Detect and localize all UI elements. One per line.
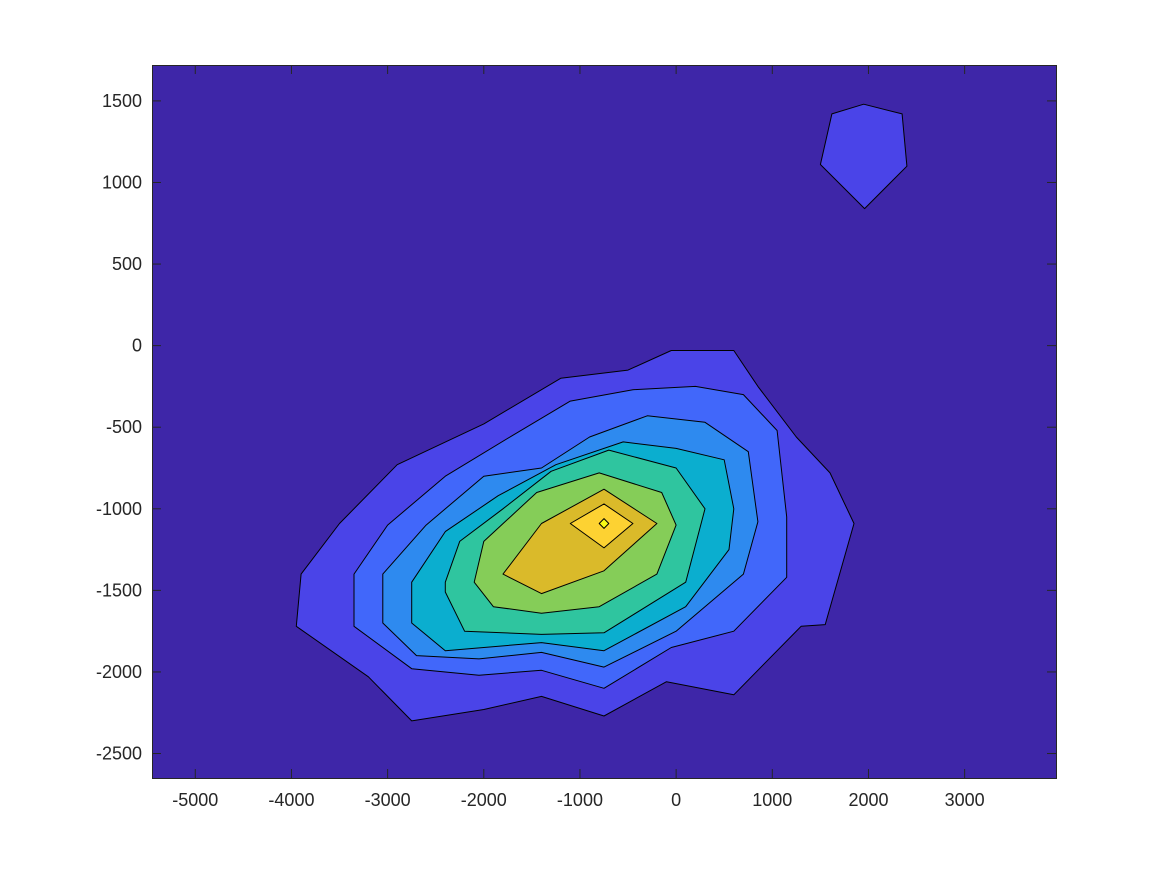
y-tick-label: -2500 <box>96 744 142 764</box>
x-tick-label: -3000 <box>365 790 411 810</box>
x-axis: -5000 -4000 -3000 -2000 -1000 0 1000 2000 3000 <box>172 65 985 810</box>
y-tick-label: -1500 <box>96 580 142 600</box>
y-tick-label: -2000 <box>96 662 142 682</box>
y-tick-label: 500 <box>112 254 142 274</box>
y-tick-label: -500 <box>106 417 142 437</box>
y-tick-label: 0 <box>132 336 142 356</box>
x-tick-label: 3000 <box>945 790 985 810</box>
plot-area-frame <box>152 65 1057 779</box>
x-tick-label: -1000 <box>557 790 603 810</box>
contour-fill-layers <box>295 103 908 722</box>
x-tick-label: 0 <box>671 790 681 810</box>
y-tick-label: 1500 <box>102 91 142 111</box>
x-tick-label: 1000 <box>752 790 792 810</box>
x-tick-label: -2000 <box>461 790 507 810</box>
y-tick-label: 1000 <box>102 172 142 192</box>
y-axis: -2500 -2000 -1500 -1000 -500 0 500 1000 1500 <box>96 91 1056 764</box>
contour-level-9-region-1 <box>598 518 610 529</box>
y-tick-label: -1000 <box>96 499 142 519</box>
contour-level-1-region-2 <box>819 103 908 210</box>
x-tick-label: -5000 <box>172 790 218 810</box>
x-tick-label: -4000 <box>268 790 314 810</box>
x-tick-label: 2000 <box>848 790 888 810</box>
